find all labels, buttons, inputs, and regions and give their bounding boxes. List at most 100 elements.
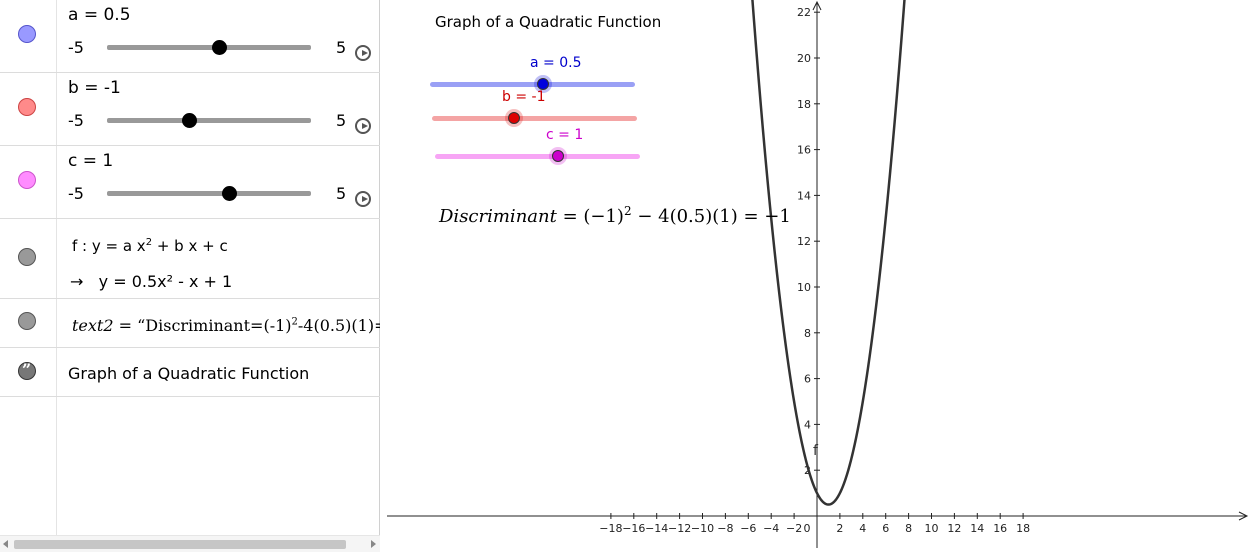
slider-b-max: 5 (336, 111, 347, 130)
text2-row[interactable]: text2 = “Discriminant=(-1)2-4(0.5)(1)=- (0, 299, 380, 348)
discriminant-eq2: − 4(0.5)(1) = −1 (631, 206, 791, 227)
text2-definition: text2 = “Discriminant=(-1)2-4(0.5)(1)=- (72, 316, 380, 335)
horizontal-scrollbar[interactable] (0, 535, 380, 552)
slider-a-knob[interactable] (212, 40, 228, 55)
row-divider (56, 348, 57, 396)
y-tick-label: 10 (797, 281, 811, 294)
visibility-toggle-c[interactable] (18, 171, 36, 189)
x-tick-label: 8 (905, 522, 912, 535)
visibility-toggle-a[interactable] (18, 25, 36, 43)
y-tick-label: 22 (797, 6, 811, 19)
function-value: → y = 0.5x² - x + 1 (70, 272, 232, 291)
discriminant-eq1: = (−1) (556, 206, 624, 227)
text2-value-prefix: “Discriminant=(-1) (137, 316, 292, 335)
algebra-view: a = 0.5 -5 5 b = -1 -5 5 c = 1 -5 5 f (0, 0, 380, 552)
graph-slider-b-line[interactable] (432, 116, 637, 121)
text1-value: Graph of a Quadratic Function (68, 364, 310, 383)
x-tick-label: 0 (804, 522, 811, 535)
slider-a-track[interactable] (107, 40, 311, 55)
function-definition-exponent: 2 (145, 237, 153, 248)
x-tick-label: 2 (836, 522, 843, 535)
slider-a-min: -5 (68, 38, 84, 57)
x-tick-label: −16 (622, 522, 645, 535)
slider-row-a[interactable]: a = 0.5 -5 5 (0, 0, 380, 73)
function-value-text: y = 0.5x² - x + 1 (98, 272, 233, 291)
x-tick-label: 12 (947, 522, 961, 535)
slider-c-max: 5 (336, 184, 347, 203)
text2-name: text2 (72, 316, 114, 335)
x-axis-arrow-icon (1238, 511, 1249, 521)
text2-equals: = (113, 316, 138, 335)
graph-slider-c-knob[interactable] (552, 150, 564, 162)
slider-b-label: b = -1 (68, 78, 121, 98)
text2-value-exponent: 2 (291, 316, 298, 328)
discriminant-text[interactable]: Discriminant = (−1)2 − 4(0.5)(1) = −1 (439, 204, 791, 227)
y-tick-label: 20 (797, 52, 811, 65)
row-divider (56, 0, 57, 72)
x-tick-label: 18 (1016, 522, 1030, 535)
text2-value-suffix: -4(0.5)(1)=- (297, 316, 380, 335)
graph-slider-c-line[interactable] (435, 154, 640, 159)
x-tick-label: −8 (717, 522, 733, 535)
x-tick-label: 16 (993, 522, 1007, 535)
function-label-f: f (813, 443, 818, 459)
slider-c-track[interactable] (107, 186, 311, 201)
play-icon[interactable] (355, 45, 371, 61)
x-tick-label: 6 (882, 522, 889, 535)
slider-b-track[interactable] (107, 113, 311, 128)
visibility-toggle-text2[interactable] (18, 312, 36, 330)
discriminant-exponent: 2 (623, 204, 632, 218)
x-tick-label: 10 (925, 522, 939, 535)
graph-slider-a-knob[interactable] (536, 78, 549, 90)
arrow-icon: → (70, 272, 84, 291)
x-tick-label: −10 (691, 522, 714, 535)
function-row-f[interactable]: f : y = a x2 + b x + c → y = 0.5x² - x +… (0, 219, 380, 299)
x-tick-label: 14 (970, 522, 984, 535)
scroll-right-icon[interactable] (371, 540, 376, 548)
visibility-toggle-b[interactable] (18, 98, 36, 116)
row-divider (56, 299, 57, 347)
x-tick-label: −12 (668, 522, 691, 535)
graph-slider-a-line[interactable] (430, 82, 635, 87)
graph-slider-b-knob[interactable] (508, 112, 520, 124)
y-tick-label: 16 (797, 144, 811, 157)
graphics-view[interactable]: −18 −16 −14 −12 −10 −8 −6 −4 −2 0 2 4 6 8 10 12 14 16 18 2 4… (381, 0, 1252, 552)
graph-slider-c-label: c = 1 (546, 127, 584, 143)
y-tick-label: 4 (804, 418, 811, 431)
text1-row[interactable]: ” Graph of a Quadratic Function (0, 348, 380, 397)
y-tick-label: 6 (804, 373, 811, 386)
empty-gutter (56, 397, 57, 535)
function-definition: f : y = a x2 + b x + c (72, 237, 228, 255)
scrollbar-thumb[interactable] (14, 540, 346, 549)
slider-b-knob[interactable] (181, 113, 197, 128)
slider-a-max: 5 (336, 38, 347, 57)
x-tick-label: −14 (645, 522, 668, 535)
x-tick-label: 4 (859, 522, 866, 535)
y-tick-label: 14 (797, 189, 811, 202)
row-divider (56, 219, 57, 298)
y-axis-arrow-icon (812, 0, 822, 11)
graph-slider-a-label: a = 0.5 (530, 55, 582, 71)
slider-row-b[interactable]: b = -1 -5 5 (0, 73, 380, 146)
function-curve-f[interactable] (737, 0, 920, 506)
y-tick-label: 18 (797, 98, 811, 111)
function-definition-suffix: + b x + c (152, 237, 228, 255)
visibility-toggle-f[interactable] (18, 248, 36, 266)
x-tick-label: −18 (599, 522, 622, 535)
axes (387, 0, 1249, 548)
scroll-left-icon[interactable] (3, 540, 8, 548)
y-tick-label: 8 (804, 327, 811, 340)
slider-row-c[interactable]: c = 1 -5 5 (0, 146, 380, 219)
discriminant-word: Discriminant (439, 206, 557, 227)
graph-canvas[interactable]: −18 −16 −14 −12 −10 −8 −6 −4 −2 0 2 4 6 8 10 12 14 16 18 2 4… (381, 0, 1252, 552)
slider-c-knob[interactable] (222, 186, 238, 201)
x-tick-label: −6 (740, 522, 756, 535)
x-tick-label: −2 (786, 522, 802, 535)
y-tick-label: 12 (797, 235, 811, 248)
function-definition-prefix: f : y = a x (72, 237, 146, 255)
play-icon[interactable] (355, 191, 371, 207)
quote-icon[interactable]: ” (18, 360, 36, 380)
slider-b-min: -5 (68, 111, 84, 130)
x-tick-label: −4 (763, 522, 779, 535)
play-icon[interactable] (355, 118, 371, 134)
